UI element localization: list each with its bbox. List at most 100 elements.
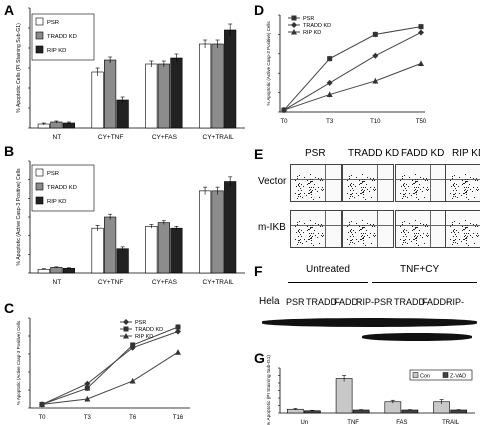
panel-label-c: C xyxy=(4,300,15,316)
panel-label-e: E xyxy=(254,146,264,162)
bar-G-1-1 xyxy=(352,409,370,414)
f-group-1: TNF+CY xyxy=(400,264,440,275)
bar-B-0-1 xyxy=(91,227,104,274)
point-D-1-2 xyxy=(372,52,379,59)
facs-plot-1-2 xyxy=(395,210,447,248)
bar-A-1-2 xyxy=(157,63,170,129)
f-lane-label-1: TRADD- xyxy=(306,297,340,307)
series-line-D-1 xyxy=(283,32,422,111)
point-C-1-3 xyxy=(175,324,181,330)
legend-label-C-1: TRADD KD xyxy=(135,327,163,333)
series-line-C-2 xyxy=(41,351,179,405)
x-tick-label-D-1: T3 xyxy=(326,119,334,125)
f-lane-label-7: RIP- xyxy=(446,297,464,307)
x-tick-label-B-2: CY+FAS xyxy=(152,279,178,286)
x-tick-label-B-3: CY+TRAIL xyxy=(203,279,235,286)
legend-label-D-2: RIP KD xyxy=(303,30,321,36)
point-D-0-1 xyxy=(327,56,333,62)
bar-B-1-0 xyxy=(50,267,63,274)
panel-label-d: D xyxy=(254,2,265,18)
point-D-0-3 xyxy=(418,24,424,30)
bar-A-0-3 xyxy=(199,43,212,129)
f-lane-label-2: FADD- xyxy=(334,297,361,307)
legend-label-B-2: RIP KD xyxy=(47,199,66,205)
legend-label-B-1: TRADD KD xyxy=(47,185,77,191)
bar-G-1-2 xyxy=(401,409,419,414)
bar-B-0-3 xyxy=(199,190,212,274)
facs-plot-1-1 xyxy=(342,210,394,248)
y-axis-label: % Apoptotic (Active Casp-3 Positive) Cel… xyxy=(16,320,21,405)
f-lane-label-3: RIP- xyxy=(356,297,374,307)
legend-label-G-0: Con xyxy=(420,374,430,380)
point-C-0-1 xyxy=(84,380,91,387)
bar-A-0-2 xyxy=(145,63,158,129)
facs-plot-0-0 xyxy=(290,164,342,202)
bar-A-1-3 xyxy=(211,43,224,129)
series-line-C-0 xyxy=(41,331,179,405)
legend-swatch-B-0 xyxy=(35,168,44,177)
blot-band-upper xyxy=(262,318,477,327)
point-C-2-2 xyxy=(129,378,136,384)
x-tick-label-B-0: NT xyxy=(53,279,62,286)
point-D-2-2 xyxy=(372,77,379,84)
x-tick-label-C-1: T3 xyxy=(84,415,92,421)
x-tick-label-A-0: NT xyxy=(53,134,62,141)
legend-marker-C-2 xyxy=(123,333,129,339)
x-tick-label-G-2: FAS xyxy=(396,420,407,425)
legend-swatch-B-1 xyxy=(35,182,44,191)
legend-label-A-0: PSR xyxy=(47,20,59,26)
legend-marker-D-1 xyxy=(291,22,297,28)
legend-label-D-0: PSR xyxy=(303,16,314,22)
point-C-1-1 xyxy=(84,385,90,391)
point-C-2-1 xyxy=(84,396,91,402)
x-tick-label-A-3: CY+TRAIL xyxy=(203,134,235,141)
x-tick-label-G-1: TNF xyxy=(347,420,359,425)
point-D-2-3 xyxy=(418,60,424,66)
chart-b: % Apoptotic (Active Casp-3 Positive) Cel… xyxy=(16,160,245,286)
legend-label-A-1: TRADD KD xyxy=(47,34,77,40)
bar-B-2-0 xyxy=(62,268,75,274)
f-group-0: Untreated xyxy=(306,264,350,275)
x-tick-label-D-3: T50 xyxy=(416,119,427,125)
e-col-2: FADD KD xyxy=(401,148,445,159)
x-tick-label-G-0: Un xyxy=(301,420,309,425)
legend-label-D-1: TRADD KD xyxy=(303,23,331,29)
legend-swatch-A-0 xyxy=(35,17,44,26)
facs-plot-0-2 xyxy=(395,164,447,202)
f-lane-label-4: PSR xyxy=(374,297,393,307)
legend-label-G-1: Z-VAD xyxy=(450,374,466,380)
point-C-1-2 xyxy=(130,342,136,348)
x-tick-label-C-2: T6 xyxy=(129,415,137,421)
facs-plot-0-1 xyxy=(342,164,394,202)
y-axis-label: % Apoptotic Cells (PI Staining Sub-G1) xyxy=(16,23,22,113)
x-tick-label-C-0: T0 xyxy=(38,415,46,421)
e-row-1: m-IKB xyxy=(258,222,286,233)
series-line-D-0 xyxy=(283,26,422,111)
point-D-1-1 xyxy=(326,79,333,86)
bar-A-2-2 xyxy=(170,57,183,129)
legend-marker-C-1 xyxy=(123,326,129,332)
f-lane-label-5: TRADD- xyxy=(394,297,428,307)
f-cell-line: Hela xyxy=(259,296,280,307)
point-D-2-0 xyxy=(281,107,287,113)
chart-d: % Apoptotic (Active Casp-3 Positive) Cel… xyxy=(266,14,427,125)
legend-marker-D-2 xyxy=(291,29,297,35)
legend-marker-D-0 xyxy=(291,15,297,21)
bar-B-2-2 xyxy=(170,227,183,274)
blot-band-lower xyxy=(362,333,472,341)
legend-marker-C-0 xyxy=(123,319,129,325)
point-C-2-0 xyxy=(39,401,45,407)
chart-a: % Apoptotic Cells (PI Staining Sub-G1) NT… xyxy=(16,7,245,141)
bar-G-0-2 xyxy=(384,401,402,414)
panel-label-a: A xyxy=(4,2,15,18)
bar-B-2-3 xyxy=(224,181,237,274)
bar-G-0-1 xyxy=(335,378,353,414)
point-D-2-1 xyxy=(326,91,333,98)
bar-B-1-2 xyxy=(157,222,170,274)
series-line-C-1 xyxy=(41,326,179,405)
panel-label-g: G xyxy=(254,350,265,366)
legend-swatch-G-0 xyxy=(412,372,419,378)
y-axis-label: % Apoptotic (Active Casp-3 Positive) Cel… xyxy=(16,168,22,266)
panel-label-b: B xyxy=(4,143,15,159)
series-line-D-2 xyxy=(283,63,422,111)
